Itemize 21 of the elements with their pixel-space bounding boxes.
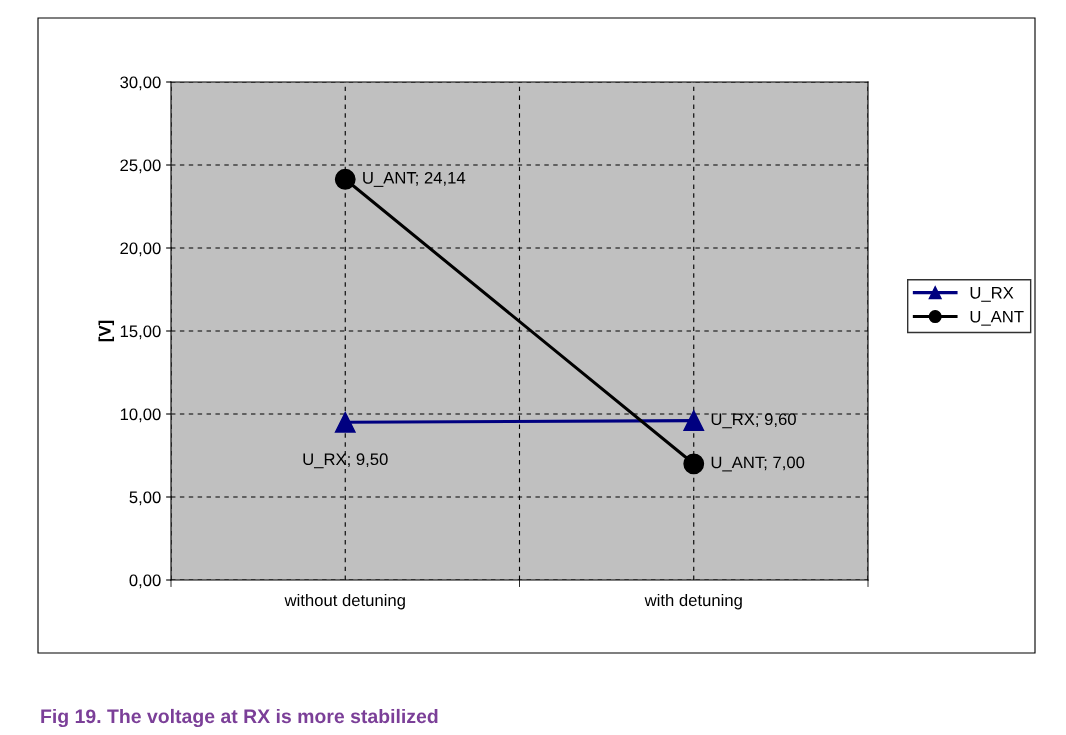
y-tick-label: 15,00 — [120, 325, 161, 340]
data-label: U_ANT; 24,14 — [363, 171, 466, 187]
x-tick-label: without detuning — [284, 593, 405, 610]
x-tick-label: with detuning — [644, 593, 742, 610]
y-tick-label: 10,00 — [120, 408, 161, 423]
y-tick-label: 20,00 — [120, 242, 161, 257]
y-tick-label: 25,00 — [120, 159, 161, 174]
y-tick-label: 5,00 — [129, 491, 161, 506]
point — [334, 411, 356, 433]
point — [334, 168, 356, 190]
y-axis-title: [V] — [98, 320, 115, 342]
y-tick-label: 0,00 — [129, 574, 161, 589]
data-label: U_RX; 9,60 — [711, 413, 796, 429]
data-label: U_ANT; 7,00 — [711, 456, 805, 472]
data-label: U_RX; 9,50 — [303, 453, 388, 469]
legend-label: U_ANT — [970, 310, 1024, 326]
y-tick-label: 30,00 — [120, 76, 161, 91]
point — [683, 453, 705, 475]
point — [683, 410, 705, 432]
legend-label: U_RX — [970, 287, 1014, 302]
text: Fig 19. The voltage at RX is more stabilized — [41, 708, 438, 728]
